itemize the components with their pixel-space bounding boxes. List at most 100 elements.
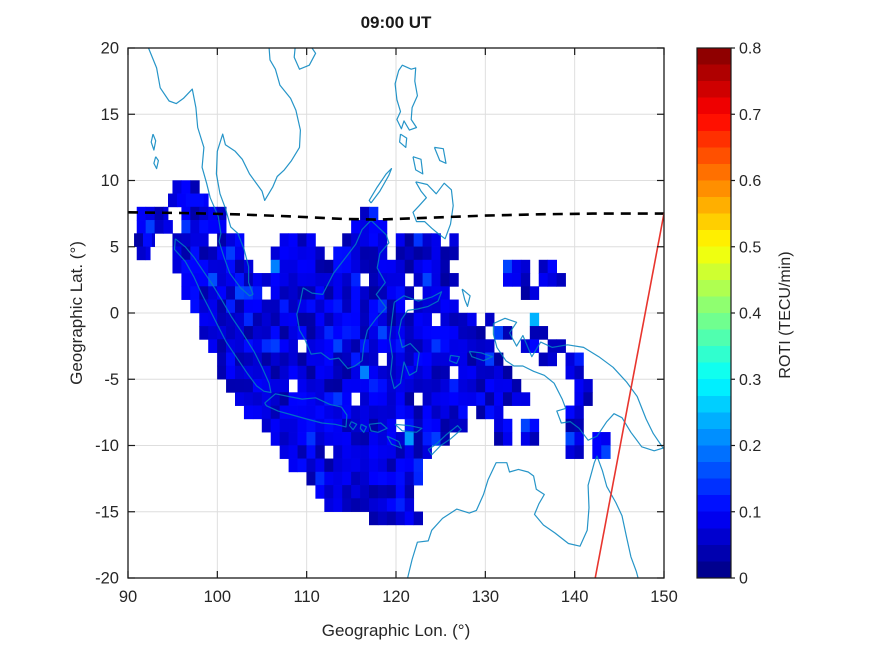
roti-cell (217, 246, 227, 261)
roti-cell (494, 326, 504, 340)
roti-cell (288, 392, 298, 406)
roti-cell (342, 498, 352, 512)
roti-cell (360, 458, 370, 473)
roti-cell (431, 339, 441, 353)
roti-cell (288, 405, 298, 420)
roti-cell (324, 418, 334, 433)
roti-cell (404, 498, 415, 512)
roti-cell (422, 379, 432, 393)
roti-cell (270, 352, 281, 367)
roti-cell (413, 445, 423, 459)
roti-cell (458, 352, 468, 367)
roti-cell (467, 339, 477, 353)
roti-cell (315, 445, 325, 459)
roti-cell (413, 233, 423, 247)
roti-cell (217, 312, 227, 327)
roti-cell (297, 445, 307, 459)
roti-cell (377, 445, 388, 459)
roti-cell (315, 432, 325, 446)
roti-cell (261, 405, 272, 420)
roti-cell (288, 339, 298, 353)
roti-cell (485, 379, 495, 393)
roti-cell (306, 312, 316, 327)
roti-cell (369, 432, 379, 446)
roti-cell (333, 379, 343, 393)
roti-cell (315, 471, 325, 486)
roti-cell (181, 246, 191, 261)
roti-cell (217, 233, 227, 247)
roti-cell (377, 432, 388, 446)
roti-cell (226, 299, 236, 314)
roti-cell (270, 365, 281, 380)
roti-cell (151, 233, 155, 247)
roti-cell (261, 352, 272, 367)
roti-cell (574, 392, 584, 406)
roti-cell (404, 259, 415, 274)
roti-cell (270, 259, 281, 274)
roti-cell (574, 365, 584, 380)
roti-cell (235, 379, 245, 393)
roti-cell (181, 286, 191, 300)
roti-cell (252, 326, 263, 340)
roti-cell (485, 405, 495, 420)
roti-cell (449, 392, 459, 406)
roti-cell (270, 299, 281, 314)
roti-cell (565, 365, 575, 380)
roti-cell (199, 326, 209, 340)
roti-cell (199, 246, 209, 261)
roti-cell (386, 286, 397, 300)
coastline-andaman-1 (150, 133, 157, 151)
roti-cell (494, 365, 504, 380)
roti-cell (324, 312, 334, 327)
roti-cell (422, 312, 432, 327)
roti-cell (503, 392, 513, 406)
roti-cell (297, 379, 307, 393)
roti-cell (217, 339, 227, 353)
y-axis-label: Geographic Lat. (°) (67, 241, 86, 385)
roti-cell (297, 405, 307, 420)
roti-cell (377, 392, 388, 406)
roti-cell (360, 246, 370, 261)
roti-cell (261, 418, 272, 433)
roti-cell (333, 405, 343, 420)
roti-cell (395, 312, 406, 327)
roti-cell (413, 326, 423, 340)
roti-cell (520, 286, 531, 300)
roti-cell (449, 233, 459, 247)
roti-cell (395, 445, 406, 459)
roti-cell (574, 432, 584, 446)
roti-cell (217, 259, 227, 274)
roti-cell (476, 392, 486, 406)
roti-cell (333, 299, 343, 314)
colorbar-tick-label: 0 (739, 571, 748, 588)
roti-cell (601, 445, 611, 459)
roti-cell (315, 273, 325, 287)
roti-cell (243, 286, 254, 300)
roti-cell (324, 392, 334, 406)
roti-cell (297, 458, 307, 473)
roti-cell (208, 326, 218, 340)
roti-cell (351, 471, 361, 486)
roti-cell (181, 180, 191, 194)
coastline-java (264, 393, 348, 428)
roti-cell (208, 220, 218, 234)
roti-cell (351, 273, 361, 287)
roti-cell (288, 259, 298, 274)
roti-cell (431, 379, 441, 393)
roti-cell (431, 259, 441, 274)
roti-cell (315, 312, 325, 327)
roti-cell (395, 273, 406, 287)
roti-cell (342, 352, 352, 367)
roti-cell (279, 299, 289, 314)
roti-cell (208, 259, 218, 274)
roti-cell (315, 326, 325, 340)
roti-cell (226, 286, 236, 300)
roti-cell (449, 273, 459, 287)
roti-cell (342, 259, 352, 274)
colorbar-tick-label: 0.6 (739, 173, 761, 190)
roti-cell (395, 299, 406, 314)
roti-cell (422, 418, 432, 433)
roti-cell (190, 259, 200, 274)
roti-cell (360, 432, 370, 446)
roti-cell (315, 379, 325, 393)
